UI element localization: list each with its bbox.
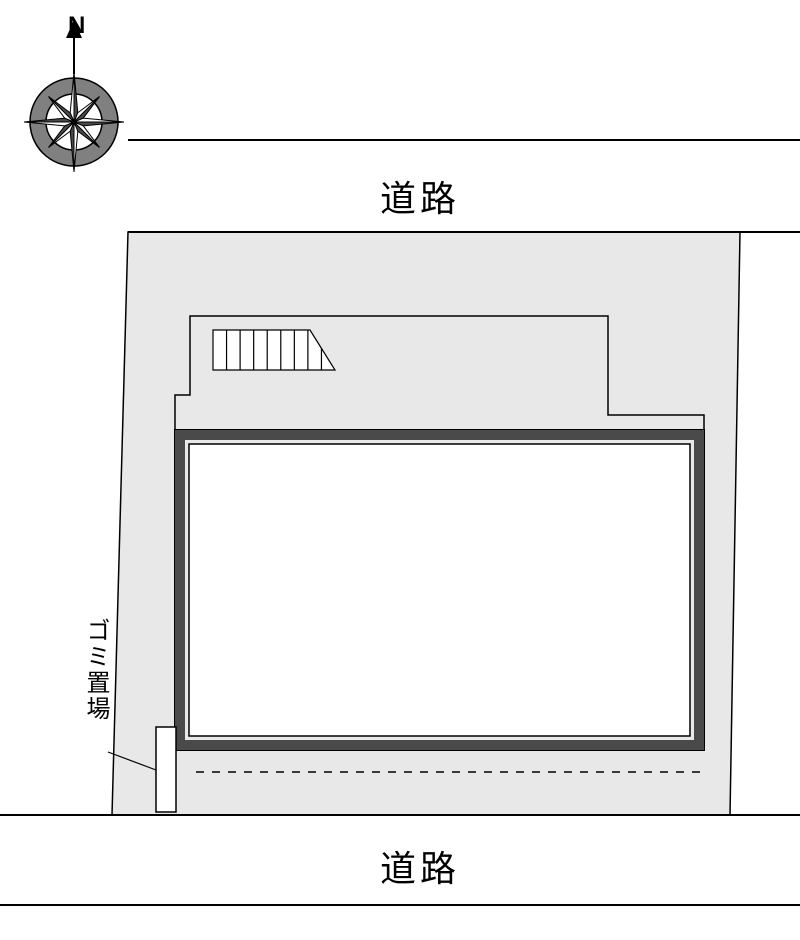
compass-n-label: N [68, 12, 85, 40]
road-label-bottom: 道路 [380, 840, 460, 892]
trash-area-label: ゴミ置場 [78, 618, 113, 722]
road-label-top: 道路 [380, 170, 460, 222]
diagram-svg [0, 0, 800, 940]
trash-box [156, 727, 176, 812]
building-main-inner [189, 444, 690, 736]
site-plan-diagram: 道路 道路 ゴミ置場 N [0, 0, 800, 940]
compass-icon [24, 20, 124, 172]
